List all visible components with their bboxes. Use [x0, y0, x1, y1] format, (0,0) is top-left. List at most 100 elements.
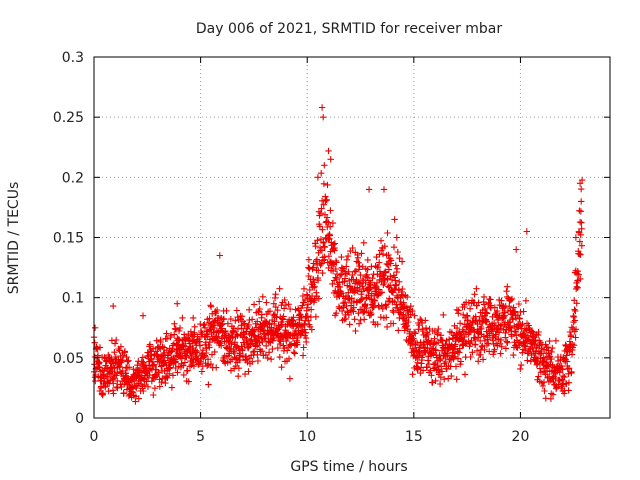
x-tick-label: 10: [298, 429, 316, 445]
data-point: [178, 355, 185, 362]
data-point: [354, 254, 362, 261]
data-point: [344, 252, 352, 260]
data-point: [207, 303, 215, 310]
data-point: [149, 345, 157, 352]
data-point: [510, 351, 517, 359]
data-point: [332, 274, 339, 281]
data-point: [387, 273, 394, 280]
data-point: [301, 320, 308, 327]
data-point: [136, 364, 144, 372]
data-point: [278, 364, 285, 371]
data-point: [163, 335, 171, 342]
data-point: [357, 316, 364, 324]
data-point: [577, 275, 584, 283]
data-point: [268, 324, 275, 331]
data-point: [412, 330, 419, 337]
data-point: [331, 240, 339, 247]
data-point: [308, 306, 315, 313]
data-point: [495, 329, 503, 336]
data-point: [479, 356, 487, 363]
data-point: [212, 333, 219, 341]
data-point: [576, 238, 583, 245]
data-point: [410, 335, 417, 342]
data-point: [373, 279, 381, 286]
data-point: [396, 278, 403, 285]
data-point: [110, 302, 117, 310]
data-point: [315, 267, 322, 274]
data-point: [305, 256, 313, 263]
data-point: [171, 325, 179, 332]
data-point: [453, 324, 461, 332]
data-point: [152, 348, 159, 355]
data-point: [312, 243, 319, 250]
data-point: [411, 328, 418, 336]
data-point: [318, 260, 325, 267]
data-point: [409, 307, 416, 315]
data-point: [575, 271, 582, 278]
data-point: [391, 216, 398, 223]
data-point: [453, 376, 460, 383]
data-point: [122, 370, 129, 377]
data-point: [390, 244, 398, 251]
data-point: [249, 358, 256, 365]
data-point: [198, 368, 206, 375]
data-point: [364, 266, 371, 273]
data-point: [333, 310, 340, 317]
data-point: [520, 330, 527, 337]
data-point: [333, 259, 340, 266]
data-point: [353, 298, 361, 305]
data-point: [218, 342, 225, 349]
data-point: [250, 301, 258, 308]
data-point: [321, 253, 328, 260]
data-point: [190, 362, 198, 370]
data-point: [562, 341, 569, 349]
data-point: [325, 147, 332, 155]
data-point: [501, 312, 508, 319]
data-point: [129, 389, 137, 396]
data-point: [567, 333, 575, 340]
data-point: [151, 385, 159, 392]
data-point: [174, 300, 181, 307]
data-point: [320, 114, 327, 121]
data-point: [497, 350, 504, 357]
data-point: [522, 343, 529, 350]
data-point: [317, 210, 324, 217]
data-point: [363, 304, 370, 312]
data-point: [478, 325, 485, 332]
data-point: [358, 250, 365, 257]
data-point: [578, 225, 585, 232]
data-point: [150, 391, 157, 399]
data-point: [383, 314, 390, 321]
data-point: [339, 265, 347, 272]
data-point: [544, 344, 551, 351]
data-point: [311, 283, 318, 290]
data-point: [448, 372, 455, 380]
y-tick-label: 0.05: [53, 351, 84, 367]
data-point: [335, 283, 342, 290]
data-point: [457, 358, 465, 365]
data-point: [254, 318, 261, 325]
data-point: [274, 307, 281, 314]
data-point: [126, 379, 133, 386]
data-point: [528, 328, 536, 335]
data-point: [359, 309, 367, 316]
data-point: [290, 314, 297, 321]
data-point: [262, 335, 269, 342]
data-point: [414, 359, 421, 366]
data-point: [368, 310, 375, 318]
data-point: [220, 315, 228, 323]
data-point: [167, 332, 175, 339]
data-point: [578, 219, 585, 226]
data-point: [375, 286, 382, 293]
y-tick-label: 0: [75, 411, 84, 427]
data-point: [374, 321, 381, 328]
data-point: [351, 285, 358, 293]
data-point: [565, 379, 573, 386]
data-point: [377, 237, 385, 244]
data-point: [110, 390, 117, 397]
data-point: [419, 367, 427, 374]
data-point: [564, 365, 571, 373]
data-point: [135, 395, 142, 402]
data-point: [456, 345, 463, 352]
data-point: [205, 381, 212, 388]
